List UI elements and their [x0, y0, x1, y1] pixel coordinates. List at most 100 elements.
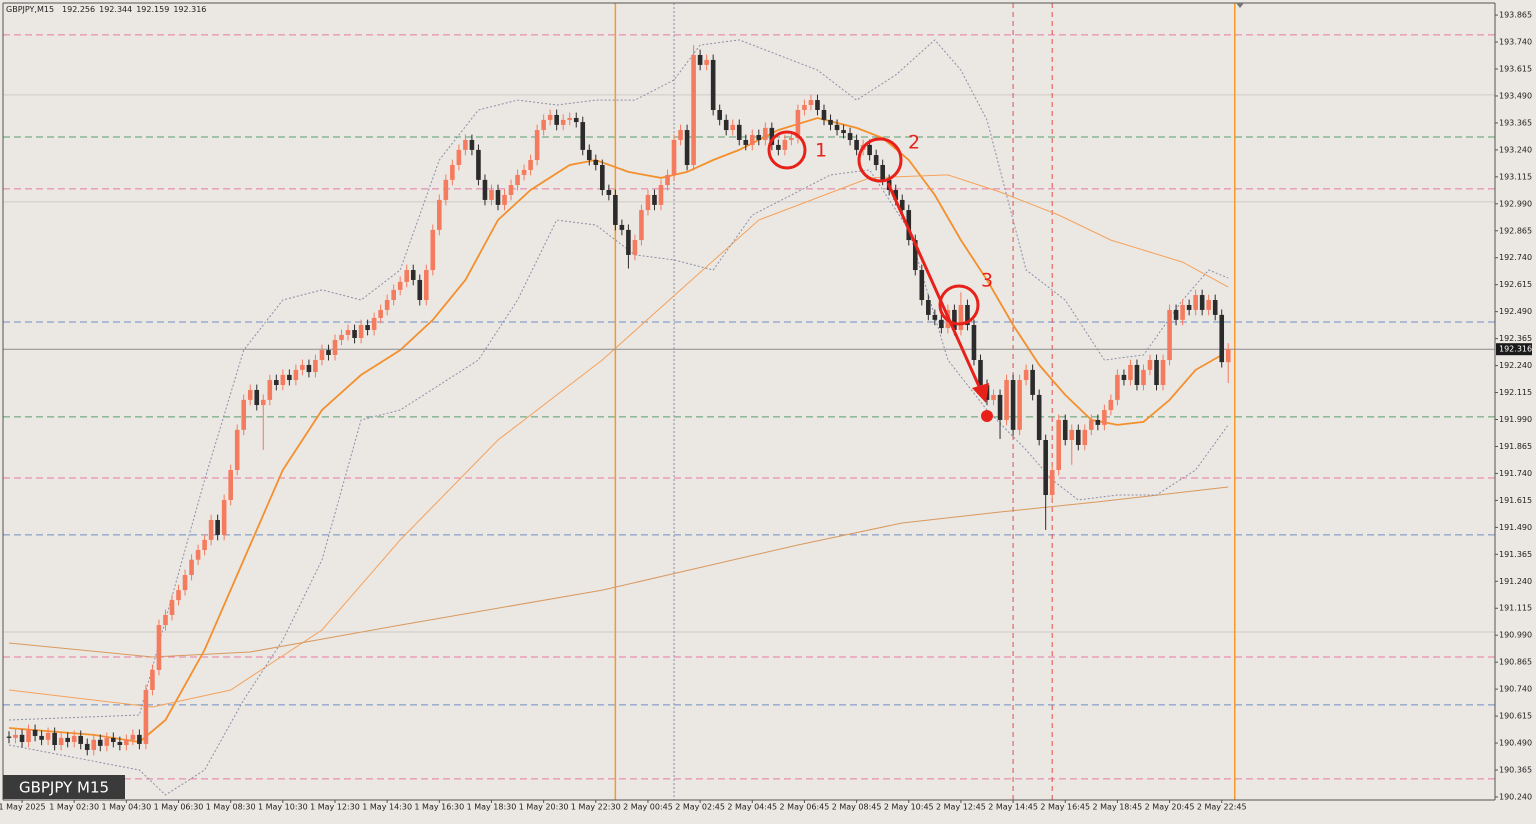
candle-body [1128, 364, 1133, 381]
candle-body [528, 160, 533, 170]
candle-body [743, 139, 749, 145]
candle-body [384, 300, 390, 310]
candle-body [1193, 295, 1198, 310]
candle-body [1219, 314, 1225, 363]
candle-body [828, 119, 833, 125]
candle-body [247, 389, 253, 400]
candle-body [65, 737, 70, 742]
candle-body [26, 729, 31, 742]
candle-body [697, 54, 703, 65]
candle-body [1056, 419, 1062, 470]
candle-body [795, 109, 801, 139]
y-tick-label: 190.365 [1499, 766, 1532, 775]
indicator-line [8, 117, 1223, 743]
candle-body [397, 281, 403, 290]
y-tick-label: 192.365 [1499, 334, 1532, 343]
candle-body [378, 309, 383, 318]
candle-body [313, 359, 318, 373]
candle-body [39, 735, 44, 740]
candle-body [143, 689, 149, 744]
candle-body [515, 174, 520, 186]
x-tick-label: 1 May 14:30 [362, 803, 412, 812]
candle-body [978, 359, 983, 385]
candle-body [678, 130, 683, 140]
candle-body [45, 732, 51, 740]
candle-body [1043, 440, 1048, 496]
candle-body [71, 735, 77, 742]
candle-body [91, 739, 97, 750]
y-tick-label: 190.615 [1499, 712, 1532, 721]
y-tick-label: 193.115 [1499, 172, 1532, 181]
annotation-label: 1 [815, 140, 827, 162]
candle-body [619, 224, 625, 230]
candle-body [665, 174, 670, 186]
y-tick-label: 191.990 [1499, 415, 1532, 424]
y-tick-label: 191.615 [1499, 496, 1532, 505]
header: GBPJPY,M15 192.256 192.344 192.159 192.316 [6, 5, 206, 14]
candle-body [1023, 369, 1029, 381]
candle-body [736, 124, 742, 140]
candle-body [991, 394, 996, 400]
candle-body [593, 160, 599, 165]
candle-body [274, 380, 279, 385]
candle-body [169, 600, 175, 615]
y-tick-label: 192.740 [1499, 253, 1532, 262]
candle-body [450, 164, 455, 180]
candle-body [13, 734, 18, 738]
candle-body [241, 399, 247, 430]
candle-body [652, 194, 657, 205]
candle-body [815, 100, 820, 110]
candle-body [202, 539, 207, 551]
candle-body [150, 669, 155, 690]
candle-body [254, 389, 260, 406]
candle-body [482, 179, 488, 200]
x-tick-label: 2 May 10:45 [884, 803, 934, 812]
candle-body [1108, 399, 1114, 411]
x-tick-label: 2 May 06:45 [780, 803, 830, 812]
candle-body [352, 329, 357, 338]
marker-circle [767, 130, 807, 170]
candle-body [1167, 309, 1172, 360]
candle-body [32, 729, 38, 736]
candle-body [912, 240, 918, 271]
candle-body [130, 734, 136, 740]
candle-body [756, 135, 762, 140]
y-tick-label: 190.865 [1499, 658, 1532, 667]
annotation-label: 3 [981, 270, 993, 292]
x-tick-label: 2 May 18:45 [1093, 803, 1143, 812]
candle-body [280, 374, 286, 385]
candle-body [78, 735, 84, 744]
candle-body [1173, 309, 1179, 320]
candle-body [1180, 304, 1185, 320]
candle-body [52, 732, 57, 745]
x-tick-label: 2 May 04:45 [727, 803, 777, 812]
candle-body [137, 734, 142, 744]
x-tick-label: 2 May 00:45 [623, 803, 673, 812]
candle-body [104, 737, 110, 746]
y-tick-label: 192.865 [1499, 226, 1532, 235]
candle-body [58, 737, 64, 745]
y-tick-label: 192.240 [1499, 361, 1532, 370]
price-label-box [1496, 343, 1532, 356]
candle-body [1036, 394, 1042, 441]
candle-body [789, 138, 794, 140]
candle-body [639, 210, 644, 241]
candle-body [671, 139, 677, 175]
candle-body [443, 179, 449, 200]
candle-body [521, 169, 527, 175]
candle-body [215, 520, 220, 535]
x-tick-label: 1 May 08:30 [206, 803, 256, 812]
candle-body [710, 59, 716, 110]
candle-body [749, 135, 755, 145]
watermark: GBPJPY M15 [19, 779, 109, 797]
y-tick-label: 193.365 [1499, 118, 1532, 127]
y-tick-label: 191.365 [1499, 550, 1532, 559]
candle-body [997, 394, 1003, 420]
candle-body [1225, 349, 1231, 363]
candle-body [560, 119, 566, 125]
candle-body [730, 124, 736, 131]
candle-body [319, 350, 325, 360]
candle-body [423, 270, 429, 301]
